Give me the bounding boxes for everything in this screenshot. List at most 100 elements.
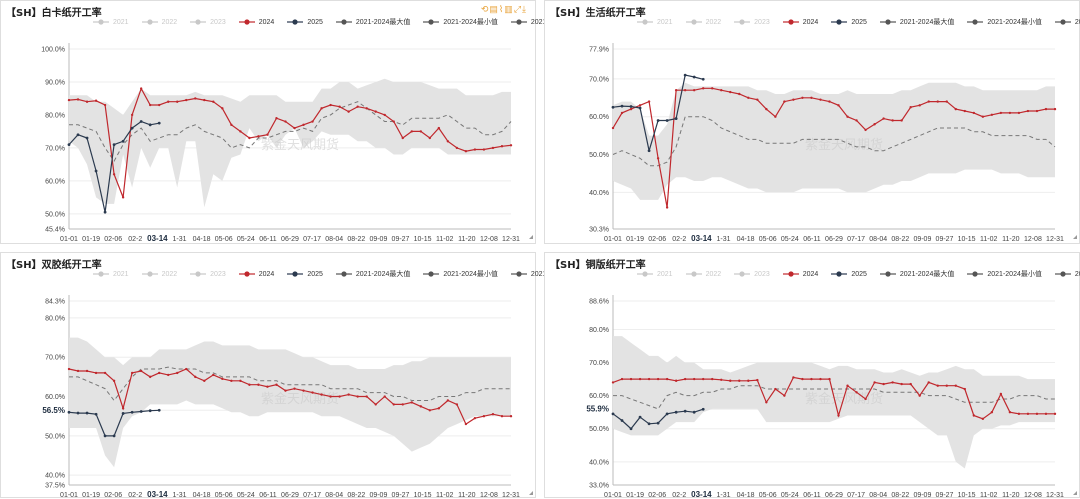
series-2025-point[interactable] (647, 422, 651, 426)
series-2024-point[interactable] (148, 375, 152, 379)
series-2024-point[interactable] (891, 119, 894, 122)
series-2024-point[interactable] (611, 126, 615, 130)
series-2024-point[interactable] (356, 395, 359, 398)
series-2024-point[interactable] (419, 405, 422, 408)
series-2024-point[interactable] (927, 381, 930, 384)
series-2024-point[interactable] (239, 379, 242, 383)
series-2024-point[interactable] (909, 382, 912, 386)
series-2024-point[interactable] (720, 378, 723, 381)
series-2024-point[interactable] (148, 103, 152, 107)
series-2024-point[interactable] (410, 401, 413, 404)
series-2024-point[interactable] (981, 115, 985, 118)
series-2024-point[interactable] (293, 387, 296, 390)
series-2024-point[interactable] (665, 206, 669, 209)
series-2024-point[interactable] (392, 403, 395, 406)
series-2024-point[interactable] (873, 381, 876, 384)
series-2024-point[interactable] (221, 377, 224, 381)
series-2024-point[interactable] (185, 98, 188, 102)
series-2024-point[interactable] (428, 409, 432, 412)
series-2024-point[interactable] (801, 377, 804, 381)
restore-icon[interactable]: ⟲ (480, 4, 490, 14)
series-2025-point[interactable] (121, 412, 125, 415)
series-2024-point[interactable] (900, 382, 903, 386)
series-2024-point[interactable] (999, 392, 1003, 396)
series-2024-point[interactable] (702, 377, 705, 381)
series-2024-point[interactable] (747, 96, 750, 99)
series-2025-point[interactable] (674, 117, 678, 120)
series-2024-point[interactable] (738, 379, 741, 382)
series-2024-point[interactable] (711, 87, 714, 90)
series-2025-point[interactable] (94, 169, 98, 173)
series-2024-point[interactable] (819, 98, 822, 101)
series-2025-point[interactable] (139, 410, 143, 413)
legend-item-2021-2024均值[interactable]: 2021-2024均值 (1054, 269, 1080, 279)
series-2024-point[interactable] (774, 387, 777, 391)
series-2024-point[interactable] (158, 371, 161, 375)
series-2024-point[interactable] (365, 395, 368, 398)
series-2024-point[interactable] (121, 407, 125, 410)
series-2024-point[interactable] (918, 394, 921, 397)
series-2024-point[interactable] (482, 414, 486, 418)
series-2024-point[interactable] (428, 136, 432, 140)
series-2024-point[interactable] (500, 414, 504, 418)
series-2024-point[interactable] (1017, 412, 1021, 416)
series-2024-point[interactable] (738, 92, 741, 96)
legend-item-2021-2024均值[interactable]: 2021-2024均值 (1054, 17, 1080, 27)
series-2024-point[interactable] (112, 173, 116, 176)
series-2025-point[interactable] (67, 410, 71, 414)
series-2024-point[interactable] (656, 377, 660, 381)
legend-item-2021[interactable]: 2021 (93, 18, 129, 26)
series-2024-point[interactable] (792, 376, 795, 379)
series-2025-point[interactable] (665, 412, 669, 416)
series-2024-point[interactable] (139, 369, 143, 373)
series-2024-point[interactable] (257, 383, 260, 386)
series-2024-point[interactable] (665, 377, 669, 381)
series-2024-point[interactable] (990, 113, 994, 116)
series-2024-point[interactable] (491, 146, 495, 150)
series-2024-point[interactable] (638, 377, 642, 381)
series-2024-point[interactable] (76, 98, 80, 101)
data-view-icon[interactable]: ▤ (489, 4, 499, 14)
series-2024-point[interactable] (909, 106, 912, 109)
series-2024-point[interactable] (720, 89, 723, 92)
toolbox[interactable]: ⟲▤⌇▥⤢⤓ (481, 4, 527, 15)
series-2024-point[interactable] (783, 394, 786, 397)
series-2024-point[interactable] (383, 395, 386, 398)
series-2024-point[interactable] (284, 389, 287, 392)
series-2024-point[interactable] (383, 113, 386, 117)
series-2024-point[interactable] (1026, 109, 1030, 113)
series-2024-point[interactable] (1008, 410, 1012, 414)
series-2024-point[interactable] (401, 403, 404, 406)
series-2024-point[interactable] (1008, 111, 1012, 115)
series-2024-point[interactable] (620, 377, 624, 381)
legend-item-2024[interactable]: 2024 (238, 270, 274, 278)
series-2024-point[interactable] (837, 414, 840, 417)
series-2024-point[interactable] (139, 87, 143, 90)
series-2025-point[interactable] (103, 434, 107, 438)
series-2024-point[interactable] (311, 120, 314, 123)
series-2024-point[interactable] (1026, 412, 1030, 416)
series-2024-point[interactable] (94, 99, 98, 102)
series-2024-point[interactable] (121, 196, 125, 199)
series-2024-point[interactable] (900, 119, 903, 122)
legend-item-2021-2024最大值[interactable]: 2021-2024最大值 (879, 17, 954, 27)
series-2024-point[interactable] (963, 387, 966, 391)
series-2025-point[interactable] (85, 411, 89, 415)
series-2024-point[interactable] (85, 100, 89, 103)
series-2024-point[interactable] (801, 96, 804, 99)
series-2025-point[interactable] (701, 77, 705, 81)
series-2024-point[interactable] (1035, 412, 1039, 416)
series-2024-point[interactable] (500, 145, 504, 148)
legend-item-2021-2024最小值[interactable]: 2021-2024最小值 (967, 269, 1042, 279)
series-2024-point[interactable] (455, 403, 459, 406)
series-2024-point[interactable] (464, 422, 468, 426)
bar-icon[interactable]: ▥ (504, 4, 514, 14)
series-2024-point[interactable] (765, 107, 768, 111)
series-2024-point[interactable] (212, 100, 215, 103)
series-2024-point[interactable] (356, 105, 359, 108)
legend-item-2021-2024最小值[interactable]: 2021-2024最小值 (423, 269, 498, 279)
series-2025-point[interactable] (683, 409, 687, 413)
legend-item-2022[interactable]: 2022 (685, 270, 721, 278)
series-2024-point[interactable] (674, 89, 678, 92)
series-2024-point[interactable] (464, 149, 468, 153)
